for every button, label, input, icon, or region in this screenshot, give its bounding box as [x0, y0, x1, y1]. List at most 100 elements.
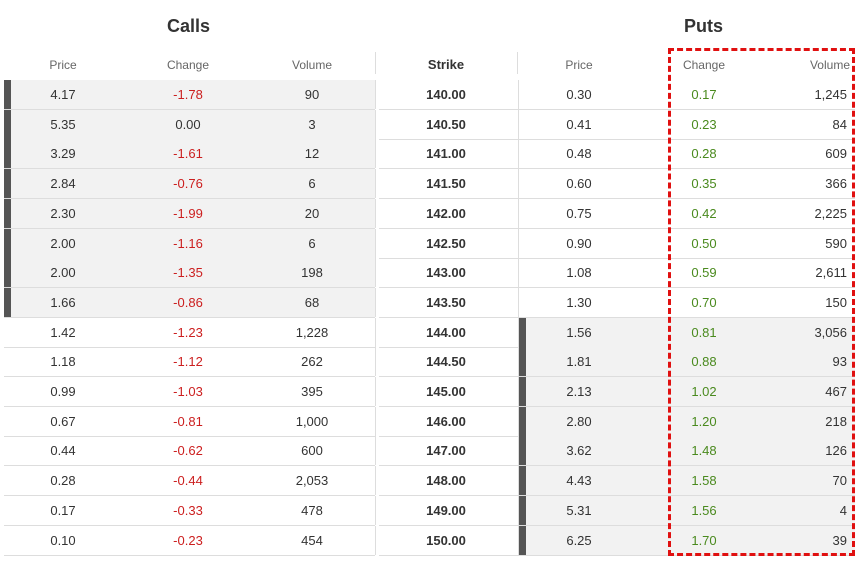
call-change-cell: 0.00 — [175, 116, 201, 132]
call-price-cell[interactable]: 1.18 — [50, 354, 76, 370]
row-divider — [519, 198, 855, 200]
table-row[interactable]: 5.35 0.00 3 140.50 0.41 0.23 84 — [4, 109, 855, 140]
call-price-cell[interactable]: 0.10 — [50, 532, 76, 548]
put-price-cell[interactable]: 1.08 — [566, 265, 592, 281]
column-divider — [375, 525, 376, 555]
put-volume-cell: 2,225 — [814, 205, 847, 221]
table-row[interactable]: 2.30 -1.99 20 142.00 0.75 0.42 2,225 — [4, 198, 855, 229]
calls-price-header[interactable]: Price — [49, 58, 77, 72]
strike-header[interactable]: Strike — [427, 57, 465, 72]
table-row[interactable]: 2.84 -0.76 6 141.50 0.60 0.35 366 — [4, 169, 855, 200]
put-price-cell[interactable]: 0.60 — [566, 176, 592, 192]
row-divider — [4, 138, 375, 140]
calls-change-header[interactable]: Change — [166, 58, 210, 72]
call-price-cell[interactable]: 1.66 — [50, 294, 76, 310]
puts-itm-shading — [519, 525, 855, 555]
table-row[interactable]: 1.18 -1.12 262 144.50 1.81 0.88 93 — [4, 347, 855, 378]
put-price-cell[interactable]: 6.25 — [566, 532, 592, 548]
call-change-cell: -1.03 — [173, 384, 203, 399]
table-row[interactable]: 4.17 -1.78 90 140.00 0.30 0.17 1,245 — [4, 80, 855, 110]
table-row[interactable]: 0.99 -1.03 395 145.00 2.13 1.02 467 — [4, 377, 855, 407]
table-row[interactable]: 2.00 -1.16 6 142.50 0.90 0.50 590 — [4, 228, 855, 259]
row-divider — [519, 227, 855, 229]
call-price-cell[interactable]: 2.84 — [50, 176, 76, 192]
put-price-cell[interactable]: 0.41 — [566, 116, 592, 132]
put-price-cell[interactable]: 2.13 — [566, 384, 592, 399]
call-price-cell[interactable]: 5.35 — [50, 116, 76, 132]
put-change-cell: 0.35 — [691, 176, 717, 192]
puts-change-header[interactable]: Change — [682, 58, 726, 72]
call-price-cell[interactable]: 4.17 — [50, 87, 76, 102]
calls-itm-shading — [4, 228, 375, 258]
put-price-cell[interactable]: 2.80 — [566, 413, 592, 429]
table-row[interactable]: 0.44 -0.62 600 147.00 3.62 1.48 126 — [4, 436, 855, 467]
call-volume-cell: 395 — [301, 384, 323, 399]
column-divider — [518, 258, 519, 288]
call-price-cell[interactable]: 2.00 — [50, 235, 76, 251]
row-divider — [379, 138, 519, 140]
put-volume-cell: 126 — [825, 443, 847, 459]
call-price-cell[interactable]: 2.00 — [50, 265, 76, 281]
put-price-cell[interactable]: 0.75 — [566, 205, 592, 221]
call-price-cell[interactable]: 0.44 — [50, 443, 76, 459]
puts-itm-marker — [519, 347, 526, 377]
table-row[interactable]: 1.42 -1.23 1,228 144.00 1.56 0.81 3,056 — [4, 317, 855, 348]
put-volume-cell: 39 — [832, 532, 847, 548]
puts-itm-shading — [519, 317, 855, 347]
call-change-cell: -0.62 — [173, 443, 203, 459]
table-row[interactable]: 1.66 -0.86 68 143.50 1.30 0.70 150 — [4, 287, 855, 318]
call-price-cell[interactable]: 3.29 — [50, 146, 76, 162]
table-row[interactable]: 0.67 -0.81 1,000 146.00 2.80 1.20 218 — [4, 406, 855, 437]
column-divider — [518, 525, 519, 555]
put-price-cell[interactable]: 1.30 — [566, 294, 592, 310]
call-volume-cell: 1,000 — [295, 413, 329, 429]
put-volume-cell: 84 — [832, 116, 847, 132]
row-divider — [379, 109, 519, 110]
row-divider — [4, 495, 375, 497]
put-price-cell[interactable]: 1.81 — [566, 354, 592, 370]
put-volume-cell: 2,611 — [815, 265, 847, 281]
row-divider — [4, 316, 375, 318]
row-divider — [4, 406, 375, 407]
column-divider — [518, 466, 519, 496]
table-row[interactable]: 0.28 -0.44 2,053 148.00 4.43 1.58 70 — [4, 466, 855, 497]
put-price-cell[interactable]: 4.43 — [566, 473, 592, 489]
puts-itm-shading — [519, 347, 855, 377]
call-price-cell[interactable]: 0.28 — [50, 473, 76, 489]
put-price-cell[interactable]: 1.56 — [566, 324, 592, 340]
call-volume-cell: 454 — [301, 532, 323, 548]
table-row[interactable]: 0.17 -0.33 478 149.00 5.31 1.56 4 — [4, 495, 855, 526]
calls-volume-header[interactable]: Volume — [291, 58, 333, 72]
column-divider — [375, 377, 376, 406]
put-price-cell[interactable]: 3.62 — [566, 443, 592, 459]
table-row[interactable]: 3.29 -1.61 12 141.00 0.48 0.28 609 — [4, 139, 855, 170]
row-divider — [519, 435, 855, 437]
column-divider — [518, 436, 519, 466]
column-divider — [375, 317, 376, 347]
call-price-cell[interactable]: 1.42 — [50, 324, 76, 340]
put-price-cell[interactable]: 0.48 — [566, 146, 592, 162]
put-price-cell[interactable]: 5.31 — [566, 502, 592, 518]
row-divider — [4, 198, 375, 200]
call-price-cell[interactable]: 0.99 — [50, 384, 76, 399]
table-row[interactable]: 2.00 -1.35 198 143.00 1.08 0.59 2,611 — [4, 258, 855, 289]
call-price-cell[interactable]: 2.30 — [50, 205, 76, 221]
calls-itm-marker — [4, 228, 11, 258]
call-price-cell[interactable]: 0.67 — [50, 413, 76, 429]
put-price-cell[interactable]: 0.30 — [566, 87, 592, 102]
call-volume-cell: 2,053 — [295, 473, 329, 489]
puts-change-volume-highlight — [668, 48, 855, 556]
put-volume-cell: 4 — [839, 502, 847, 518]
puts-price-header[interactable]: Price — [565, 58, 593, 72]
call-volume-cell: 12 — [304, 146, 320, 162]
call-price-cell[interactable]: 0.17 — [50, 502, 76, 518]
row-divider — [519, 287, 855, 289]
put-change-cell: 0.59 — [691, 265, 717, 281]
row-divider — [4, 376, 375, 378]
put-change-cell: 0.17 — [691, 87, 717, 102]
call-change-cell: -1.12 — [173, 354, 203, 370]
strike-cell: 141.50 — [426, 176, 466, 192]
puts-volume-header[interactable]: Volume — [809, 58, 850, 72]
put-price-cell[interactable]: 0.90 — [566, 235, 592, 251]
call-change-cell: -0.81 — [173, 413, 203, 429]
